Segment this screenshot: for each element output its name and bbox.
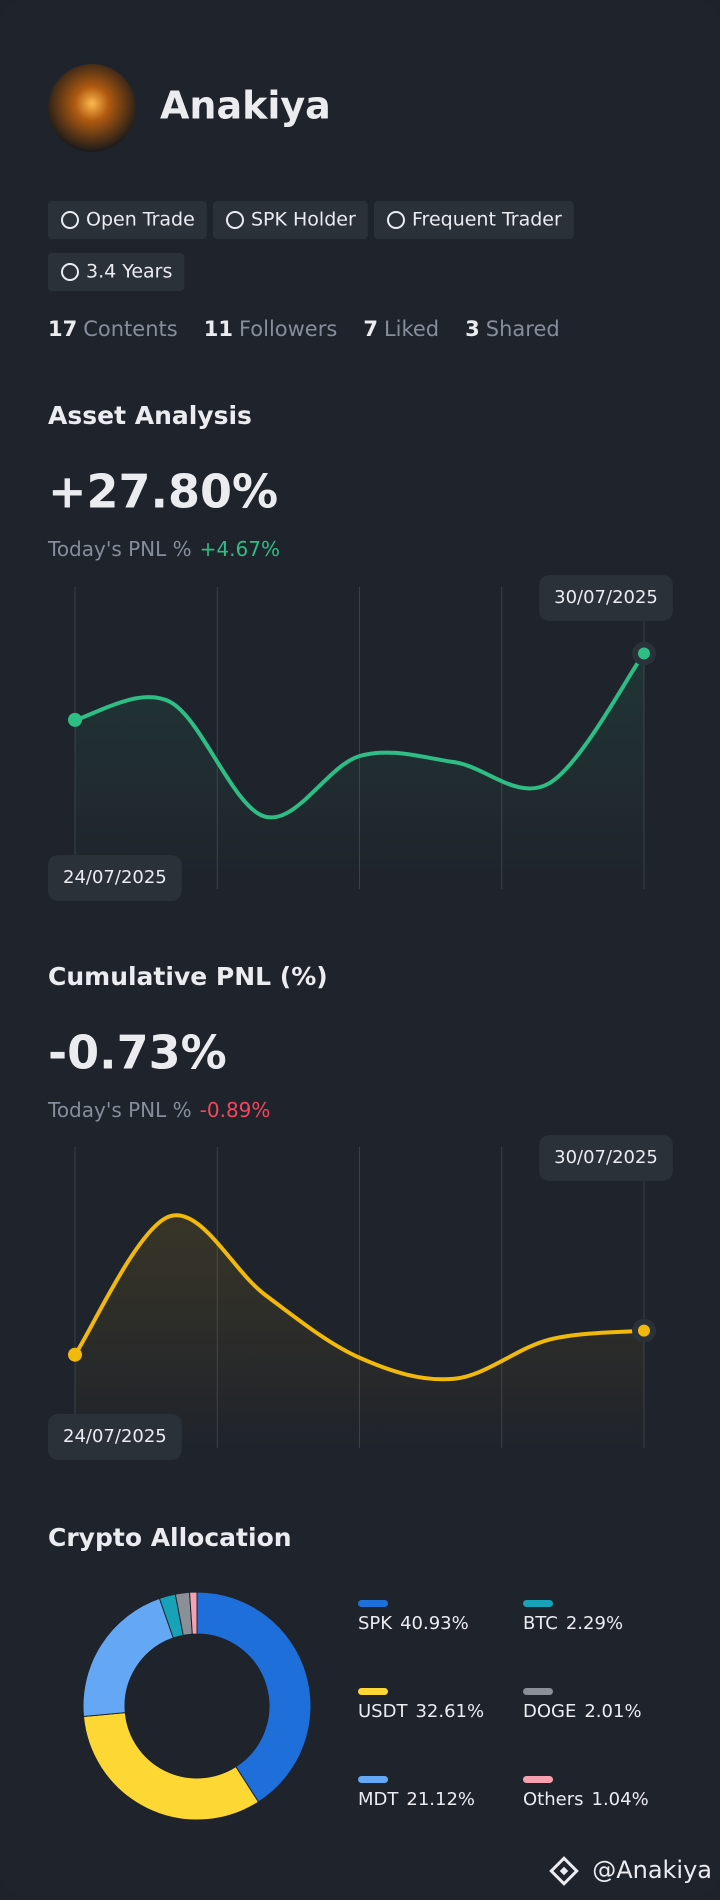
tag-icon bbox=[61, 211, 79, 229]
stat-label: Contents bbox=[83, 317, 177, 341]
tag: 3.4 Years bbox=[48, 253, 185, 291]
legend-name: MDT bbox=[358, 1789, 399, 1810]
stat-count: 17 bbox=[48, 317, 77, 341]
date-tooltip: 30/07/2025 bbox=[539, 1135, 673, 1181]
tag: Frequent Trader bbox=[374, 201, 574, 239]
legend-swatch bbox=[358, 1600, 388, 1607]
tag: Open Trade bbox=[48, 201, 207, 239]
tooltip-bg bbox=[48, 855, 182, 901]
tag-bg bbox=[48, 253, 185, 291]
stat: 17 Contents bbox=[48, 317, 178, 341]
stat-label: Shared bbox=[486, 317, 560, 341]
legend-value: 1.04% bbox=[592, 1789, 649, 1810]
today-label: Today's PNL % bbox=[47, 537, 192, 561]
area bbox=[75, 1215, 644, 1448]
today-pnl: Today's PNL % -0.89% bbox=[47, 1098, 270, 1122]
stat: 3 Shared bbox=[465, 317, 560, 341]
legend-entry: DOGE 2.01% bbox=[523, 1701, 642, 1722]
tag-bg bbox=[374, 201, 574, 239]
tag-label: Open Trade bbox=[86, 209, 195, 231]
legend-entry: Others 1.04% bbox=[523, 1789, 649, 1810]
donut-slice bbox=[82, 1712, 260, 1821]
legend-value: 2.01% bbox=[584, 1701, 641, 1722]
tooltip-bg bbox=[48, 1414, 182, 1460]
legend-name: SPK bbox=[358, 1613, 393, 1634]
watermark: @Anakiya bbox=[592, 1856, 712, 1884]
section-title: Asset Analysis bbox=[48, 401, 252, 430]
stat-count: 3 bbox=[465, 317, 480, 341]
stat-count: 11 bbox=[204, 317, 233, 341]
profile-name: Anakiya bbox=[160, 84, 331, 128]
line bbox=[73, 1213, 645, 1382]
legend-name: Others bbox=[523, 1789, 584, 1810]
headline: -0.73% bbox=[48, 1026, 227, 1080]
stat-count: 7 bbox=[363, 317, 378, 341]
legend-entry: MDT 21.12% bbox=[358, 1789, 475, 1810]
tooltip-label: 24/07/2025 bbox=[63, 867, 167, 888]
stat: 7 Liked bbox=[363, 317, 439, 341]
tag: SPK Holder bbox=[213, 201, 368, 239]
point bbox=[68, 1347, 82, 1362]
donut-slice bbox=[196, 1591, 312, 1803]
date-tooltip: 30/07/2025 bbox=[539, 575, 673, 621]
legend-name: DOGE bbox=[523, 1701, 576, 1722]
donut-slice bbox=[189, 1591, 198, 1635]
tag-label: 3.4 Years bbox=[86, 261, 172, 283]
date-tooltip: 24/07/2025 bbox=[48, 1414, 182, 1460]
legend-value: 21.12% bbox=[406, 1789, 475, 1810]
tag-label: SPK Holder bbox=[251, 209, 356, 231]
legend-swatch bbox=[358, 1688, 388, 1695]
legend-swatch bbox=[523, 1600, 553, 1607]
tooltip-label: 30/07/2025 bbox=[554, 1147, 658, 1168]
tooltip-bg bbox=[539, 1135, 673, 1181]
legend-name: BTC bbox=[523, 1613, 558, 1634]
legend-swatch bbox=[523, 1776, 553, 1783]
legend-swatch bbox=[358, 1776, 388, 1783]
tag-bg bbox=[213, 201, 368, 239]
tag-label: Frequent Trader bbox=[412, 209, 562, 231]
legend-value: 40.93% bbox=[400, 1613, 469, 1634]
stat-label: Liked bbox=[384, 317, 439, 341]
point bbox=[68, 712, 82, 727]
legend-swatch bbox=[523, 1688, 553, 1695]
legend-entry: USDT 32.61% bbox=[358, 1701, 484, 1722]
legend-entry: SPK 40.93% bbox=[358, 1613, 469, 1634]
point bbox=[638, 1324, 650, 1337]
tag-bg bbox=[48, 201, 207, 239]
tag-icon bbox=[61, 263, 79, 281]
legend-name: USDT bbox=[358, 1701, 408, 1722]
today-pnl: Today's PNL % +4.67% bbox=[47, 537, 280, 561]
line bbox=[74, 652, 646, 820]
legend-value: 32.61% bbox=[415, 1701, 484, 1722]
section-title: Crypto Allocation bbox=[48, 1523, 292, 1552]
tag-icon bbox=[226, 211, 244, 229]
stat-label: Followers bbox=[239, 317, 337, 341]
headline: +27.80% bbox=[48, 465, 278, 519]
point bbox=[638, 647, 650, 660]
tag-icon bbox=[387, 211, 405, 229]
today-value: -0.89% bbox=[200, 1098, 271, 1122]
stat: 11 Followers bbox=[204, 317, 338, 341]
tooltip-label: 30/07/2025 bbox=[554, 587, 658, 608]
area bbox=[75, 653, 644, 889]
tooltip-label: 24/07/2025 bbox=[63, 1426, 167, 1447]
section-title: Cumulative PNL (%) bbox=[48, 962, 328, 991]
today-label: Today's PNL % bbox=[47, 1098, 192, 1122]
legend-entry: BTC 2.29% bbox=[523, 1613, 623, 1634]
today-value: +4.67% bbox=[200, 537, 280, 561]
legend-value: 2.29% bbox=[566, 1613, 623, 1634]
avatar bbox=[48, 64, 136, 152]
tooltip-bg bbox=[539, 575, 673, 621]
date-tooltip: 24/07/2025 bbox=[48, 855, 182, 901]
